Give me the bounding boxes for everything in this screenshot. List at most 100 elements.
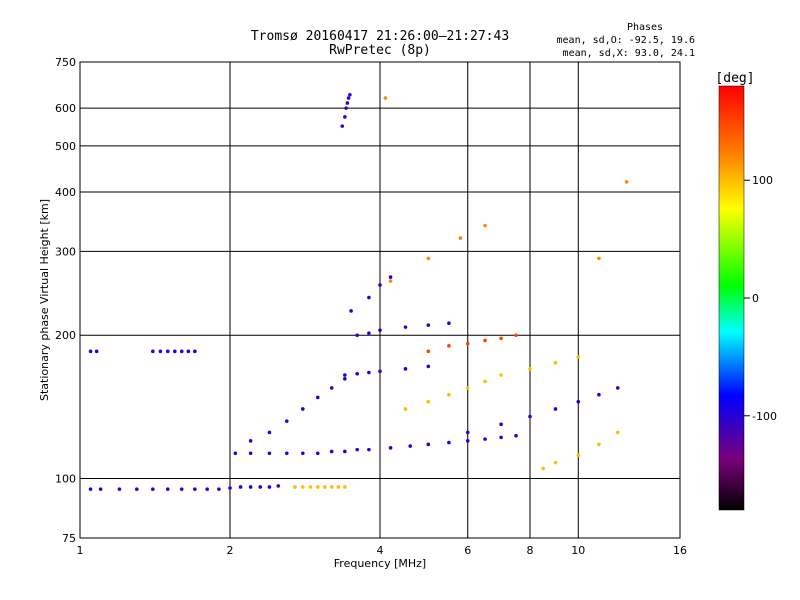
data-point — [186, 349, 191, 354]
data-point — [117, 487, 122, 491]
colorbar-tick-label: 0 — [752, 292, 759, 305]
data-point — [284, 451, 289, 456]
data-point — [179, 487, 184, 491]
stats-header: Phases — [627, 22, 663, 33]
data-point — [388, 275, 393, 279]
data-point — [499, 373, 503, 377]
data-point — [346, 96, 351, 100]
y-axis-label: Stationary phase Virtual Height [km] — [38, 199, 51, 401]
data-point — [248, 485, 253, 489]
data-point — [426, 399, 431, 404]
data-point — [576, 355, 581, 359]
data-point — [301, 485, 305, 489]
data-point — [528, 367, 532, 371]
data-point — [367, 447, 371, 452]
data-points — [88, 92, 629, 491]
data-point — [483, 338, 487, 343]
data-point — [426, 364, 431, 369]
data-point — [367, 295, 371, 300]
data-point — [276, 484, 281, 488]
data-point — [258, 485, 263, 489]
x-tick-label: 2 — [227, 544, 234, 557]
data-point — [98, 487, 103, 491]
colorbar-tick-label: 100 — [752, 174, 773, 187]
colorbar-ticks: 100 0 -100 — [744, 174, 777, 423]
data-point — [165, 487, 170, 491]
y-tick-label: 300 — [55, 245, 76, 258]
x-tick-label: 16 — [673, 544, 687, 557]
data-point — [340, 124, 345, 128]
data-point — [151, 349, 155, 354]
data-point — [329, 386, 334, 390]
x-axis-ticks: 1 2 4 6 8 10 16 — [77, 544, 688, 557]
data-point — [329, 449, 334, 454]
data-point — [499, 422, 503, 427]
data-point — [388, 446, 393, 450]
data-point — [349, 309, 353, 313]
data-point — [165, 349, 170, 354]
data-point — [541, 466, 545, 471]
data-point — [329, 485, 334, 489]
data-point — [447, 440, 451, 445]
data-point — [597, 442, 601, 447]
data-point — [315, 395, 320, 400]
x-tick-label: 4 — [377, 544, 384, 557]
data-point — [576, 399, 581, 404]
data-point — [514, 333, 518, 338]
x-axis-label: Frequency [MHz] — [334, 557, 426, 570]
data-point — [248, 451, 253, 456]
data-point — [301, 407, 305, 411]
data-point — [367, 331, 371, 335]
data-point — [267, 485, 272, 489]
x-tick-label: 8 — [527, 544, 534, 557]
data-point — [315, 451, 320, 456]
data-point — [465, 341, 470, 346]
grid — [80, 62, 680, 538]
data-point — [343, 115, 347, 119]
data-point — [94, 349, 99, 354]
data-point — [408, 444, 413, 448]
data-point — [426, 349, 431, 354]
data-point — [378, 328, 382, 332]
data-point — [158, 349, 163, 354]
x-tick-label: 1 — [77, 544, 84, 557]
data-point — [615, 386, 620, 390]
data-point — [465, 430, 470, 435]
data-point — [284, 419, 289, 423]
data-point — [597, 392, 601, 397]
colorbar-label: [deg] — [715, 71, 754, 86]
data-point — [367, 370, 371, 375]
data-point — [528, 414, 532, 419]
y-tick-label: 750 — [55, 56, 76, 69]
colorbar — [718, 85, 745, 511]
data-point — [355, 371, 359, 376]
plot-frame — [79, 61, 681, 539]
data-point — [499, 336, 503, 341]
data-point — [134, 487, 139, 491]
data-point — [576, 453, 581, 457]
data-point — [499, 435, 503, 440]
data-point — [238, 485, 243, 489]
data-point — [336, 485, 341, 489]
data-point — [267, 451, 272, 456]
y-tick-label: 75 — [62, 532, 76, 545]
data-point — [553, 407, 558, 411]
data-point — [343, 485, 347, 489]
data-point — [553, 361, 558, 365]
data-point — [426, 442, 431, 447]
data-point — [205, 487, 209, 491]
data-point — [88, 349, 93, 354]
chart-subtitle: RwPretec (8p) — [329, 43, 431, 58]
data-point — [615, 430, 620, 435]
data-point — [426, 323, 431, 327]
data-point — [173, 349, 177, 354]
data-point — [344, 106, 348, 110]
data-point — [348, 92, 352, 97]
data-point — [483, 437, 487, 441]
chart-title: Tromsø 20160417 21:26:00–21:27:43 — [251, 29, 509, 44]
data-point — [315, 485, 320, 489]
data-point — [228, 486, 232, 490]
data-point — [233, 451, 238, 456]
stats-x-line: mean, sd,X: 93.0, 24.1 — [563, 48, 695, 59]
